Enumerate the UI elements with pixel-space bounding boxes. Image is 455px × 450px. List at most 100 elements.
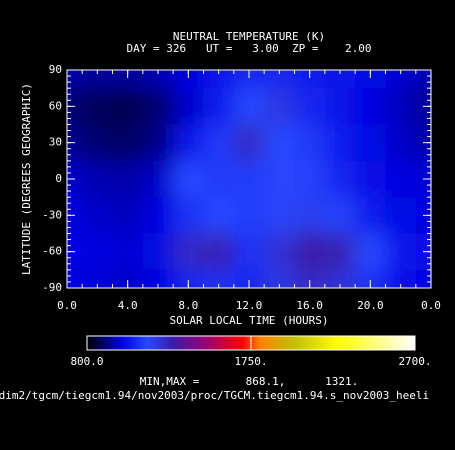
cell: [203, 70, 235, 89]
cell: [355, 124, 386, 162]
cell: [355, 233, 386, 271]
cell: [324, 124, 356, 162]
cell: [173, 269, 204, 288]
cell: [142, 197, 174, 234]
cell: [415, 233, 431, 271]
cell: [112, 160, 144, 198]
cell: [82, 70, 113, 89]
cell: [203, 160, 235, 198]
cell: [415, 269, 431, 288]
cell: [173, 124, 204, 162]
chart-subtitle: DAY = 326 UT = 3.00 ZP = 2.00: [126, 42, 371, 55]
cell: [112, 124, 144, 162]
cell: [264, 233, 295, 271]
cell: [324, 160, 356, 198]
cell: [324, 88, 356, 125]
field: [67, 70, 431, 288]
min-max-text: MIN,MAX = 868.1, 1321.: [140, 375, 359, 388]
cell: [264, 88, 295, 125]
y-tick-label: 30: [49, 136, 62, 149]
cell: [264, 160, 295, 198]
y-tick-label: -60: [42, 245, 62, 258]
cell: [324, 269, 356, 288]
cell: [294, 70, 326, 89]
cell: [112, 269, 144, 288]
cell: [203, 269, 235, 288]
x-tick-label: 20.0: [357, 299, 384, 312]
cell: [82, 197, 113, 234]
cell: [203, 197, 235, 234]
cell: [294, 124, 326, 162]
cell: [142, 70, 174, 89]
cell: [142, 160, 174, 198]
x-tick-label: 0.0: [57, 299, 77, 312]
cell: [173, 233, 204, 271]
cell: [173, 88, 204, 125]
cell: [385, 160, 417, 198]
cell: [324, 197, 356, 234]
cell: [233, 88, 265, 125]
cell: [82, 269, 113, 288]
cell: [112, 197, 144, 234]
y-tick-label: -90: [42, 281, 62, 294]
x-tick-label: 12.0: [236, 299, 263, 312]
colorbar-tick-label: 1750.: [234, 355, 267, 368]
cell: [264, 197, 295, 234]
x-tick-label: 8.0: [178, 299, 198, 312]
x-tick-label: 16.0: [296, 299, 323, 312]
cells: [67, 70, 431, 288]
cell: [385, 88, 417, 125]
cell: [112, 88, 144, 125]
colorbar-tick-label: 2700.: [398, 355, 431, 368]
cell: [385, 70, 417, 89]
cell: [82, 233, 113, 271]
chart-title: NEUTRAL TEMPERATURE (K): [173, 30, 325, 43]
cell: [142, 233, 174, 271]
cell: [264, 70, 295, 89]
cell: [355, 197, 386, 234]
colorbar-tick-label: 800.0: [70, 355, 103, 368]
cell: [355, 269, 386, 288]
cell: [112, 70, 144, 89]
footer-path: /dim2/tgcm/tiegcm1.94/nov2003/proc/TGCM.…: [0, 389, 429, 402]
cell: [142, 269, 174, 288]
y-axis-label: LATITUDE (DEGREES GEOGRAPHIC): [20, 83, 33, 275]
cell: [415, 124, 431, 162]
cell: [142, 88, 174, 125]
cell: [415, 160, 431, 198]
cell: [203, 233, 235, 271]
cell: [385, 233, 417, 271]
y-tick-label: 0: [55, 172, 62, 185]
cell: [233, 197, 265, 234]
cell: [385, 269, 417, 288]
cell: [82, 160, 113, 198]
cell: [355, 88, 386, 125]
x-tick-label: 4.0: [118, 299, 138, 312]
cell: [233, 269, 265, 288]
cell: [294, 88, 326, 125]
x-axis-label: SOLAR LOCAL TIME (HOURS): [170, 314, 329, 327]
cell: [142, 124, 174, 162]
cell: [264, 269, 295, 288]
cell: [415, 88, 431, 125]
cell: [173, 70, 204, 89]
cell: [294, 197, 326, 234]
y-tick-label: 90: [49, 63, 62, 76]
cell: [385, 124, 417, 162]
cell: [355, 70, 386, 89]
cell: [294, 269, 326, 288]
y-tick-label: 60: [49, 99, 62, 112]
cell: [173, 160, 204, 198]
cell: [82, 124, 113, 162]
cell: [294, 233, 326, 271]
x-tick-label: 0.0: [421, 299, 441, 312]
cell: [233, 70, 265, 89]
cell: [324, 233, 356, 271]
cell: [264, 124, 295, 162]
y-tick-label: -30: [42, 208, 62, 221]
cell: [203, 124, 235, 162]
cell: [233, 233, 265, 271]
cell: [233, 124, 265, 162]
cell: [67, 269, 83, 288]
cell: [294, 160, 326, 198]
